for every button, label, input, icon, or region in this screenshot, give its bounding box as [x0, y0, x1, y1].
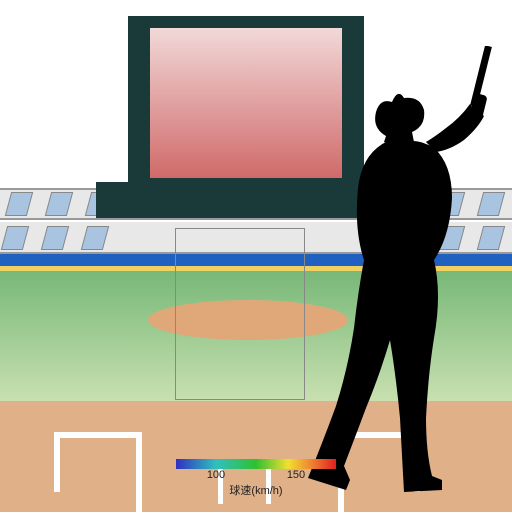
plate-line [54, 432, 60, 492]
batter-silhouette [292, 46, 512, 512]
strike-zone-box [175, 228, 305, 400]
plate-line [136, 432, 142, 512]
speed-tick-0: 100 [207, 469, 225, 481]
batter-svg-group [308, 46, 492, 492]
pitch-location-diagram: 100 150 球速(km/h) [0, 0, 512, 512]
plate-line [58, 432, 142, 438]
speed-legend: 100 150 球速(km/h) [176, 459, 336, 498]
speed-legend-ticks: 100 150 [176, 469, 336, 481]
speed-legend-gradient-bar [176, 459, 336, 469]
speed-legend-label: 球速(km/h) [176, 482, 336, 498]
speed-tick-1: 150 [287, 469, 305, 481]
